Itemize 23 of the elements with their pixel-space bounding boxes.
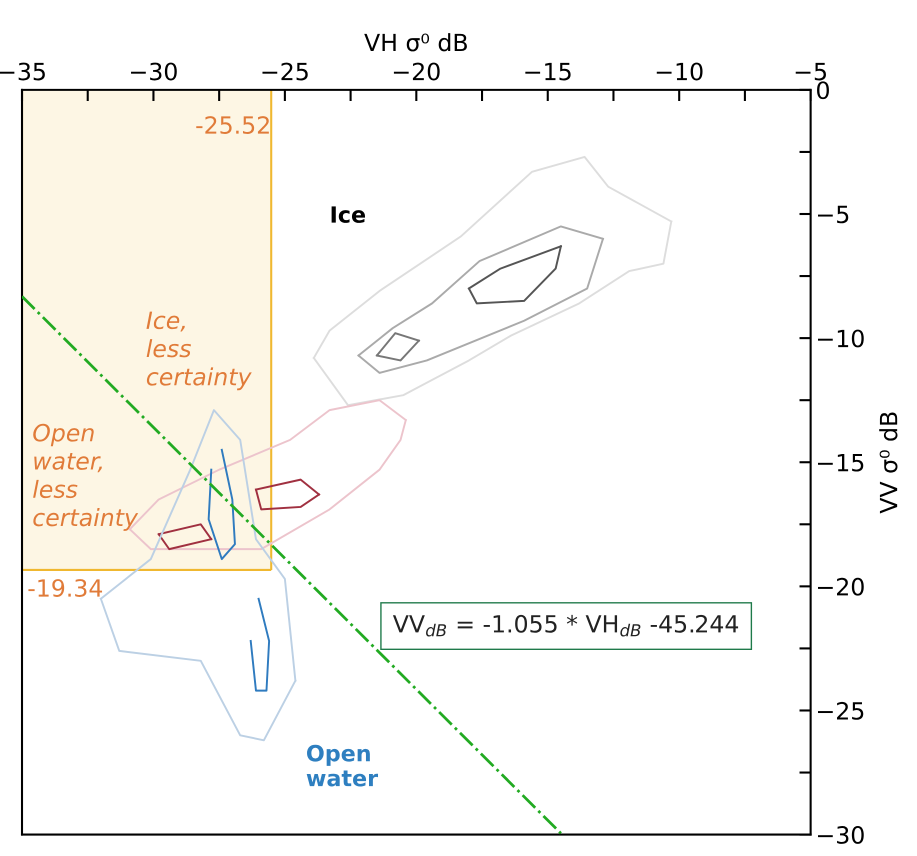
annotation: Open water, less certainty [33,424,138,531]
x-axis-title: VH σ⁰ dB [364,33,467,52]
x-tick-label: −10 [656,62,703,80]
y-tick-label: −30 [818,826,864,844]
y-axis-title: VV σ⁰ dB [879,412,898,514]
x-tick-label: −5 [796,62,826,80]
annotation: VV$_{dB}$ = -1.055 * VH$_{dB}$ -45.244 [392,614,738,637]
y-tick-label: 0 [817,81,829,100]
x-tick-label: −30 [131,62,177,80]
y-tick-label: −20 [818,578,864,596]
annotation: Open water [306,744,378,786]
y-tick-label: −10 [818,330,864,348]
annotation: Ice [332,206,366,223]
y-tick-label: −5 [818,206,848,224]
x-tick-label: −20 [394,62,440,80]
x-tick-label: −25 [262,62,308,80]
x-tick-label: −15 [525,62,571,80]
ref-line-label: -19.34 [28,579,102,597]
y-tick-label: −15 [818,454,864,472]
x-tick-label: −35 [0,62,45,80]
band-label: -25.52 [196,116,269,134]
annotation: Ice, less certainty [146,312,252,390]
y-tick-label: −25 [818,702,864,720]
